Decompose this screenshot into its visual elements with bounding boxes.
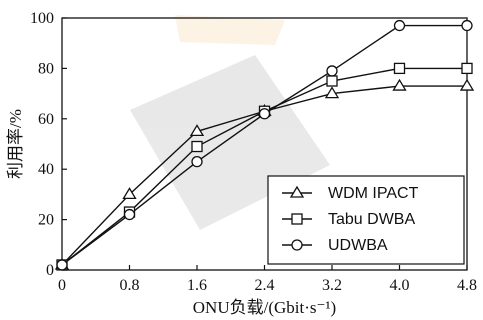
data-point-triangle xyxy=(189,124,205,137)
y-axis-label: 利用率/% xyxy=(6,109,25,179)
x-tick-label: 2.4 xyxy=(255,277,275,294)
data-point-circle xyxy=(191,155,203,168)
data-point-square xyxy=(461,62,473,75)
data-point-circle xyxy=(461,19,473,32)
legend-marker-triangle xyxy=(289,185,305,198)
plot-area: 0 0.8 1.6 2.4 3.2 4.0 4.8 0 20 40 60 80 100 ONU负载/(Gb… xyxy=(6,10,477,317)
legend-marker-square xyxy=(291,213,303,225)
data-point-circle xyxy=(123,208,136,221)
x-tick-label: 0.8 xyxy=(120,277,140,294)
x-tick-label: 0 xyxy=(58,277,66,294)
data-point-circle xyxy=(326,65,338,77)
legend-marker-circle xyxy=(291,239,303,251)
x-tick-label: 4.0 xyxy=(390,277,410,294)
legend-label: Tabu DWBA xyxy=(328,211,415,228)
legend-label: WDM IPACT xyxy=(328,185,419,202)
data-point-square xyxy=(393,62,406,75)
data-point-triangle xyxy=(392,78,407,91)
y-tick-label: 0 xyxy=(46,262,54,279)
x-tick-label: 4.8 xyxy=(457,277,477,294)
data-point-triangle xyxy=(122,187,137,200)
data-point-circle xyxy=(56,259,68,271)
data-point-circle xyxy=(393,19,406,32)
legend-label: UDWBA xyxy=(328,237,388,254)
y-tick-label: 80 xyxy=(38,60,54,77)
y-tick-label: 60 xyxy=(38,111,54,128)
data-point-square xyxy=(326,75,338,87)
data-point-triangle xyxy=(324,86,340,99)
data-point-triangle xyxy=(459,78,475,91)
x-axis-label: ONU负载/(Gbit·s⁻¹) xyxy=(193,298,336,317)
y-tick-label: 20 xyxy=(38,212,54,229)
x-tick-label: 3.2 xyxy=(322,277,342,294)
y-tick-label: 100 xyxy=(30,10,54,27)
x-tick-label: 1.6 xyxy=(187,277,207,294)
data-point-square xyxy=(191,140,203,153)
data-point-circle xyxy=(258,108,271,120)
y-tick-label: 40 xyxy=(38,161,54,178)
